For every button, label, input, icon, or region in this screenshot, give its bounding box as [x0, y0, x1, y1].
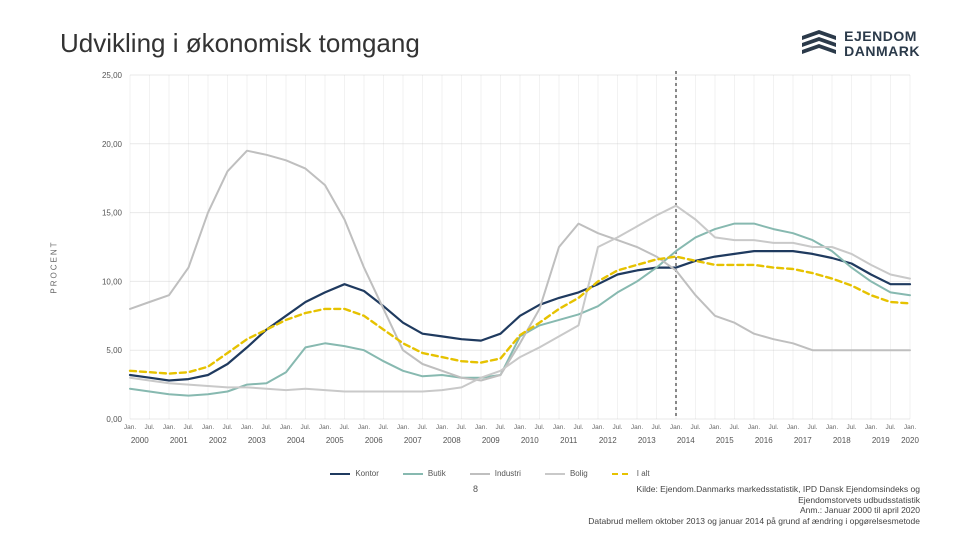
svg-text:2013: 2013 — [638, 436, 656, 445]
svg-text:2009: 2009 — [482, 436, 500, 445]
legend-item: I alt — [612, 469, 650, 478]
svg-text:Jul.: Jul. — [690, 424, 700, 431]
svg-text:Jul.: Jul. — [573, 424, 583, 431]
svg-text:2003: 2003 — [248, 436, 266, 445]
svg-text:Jan.: Jan. — [631, 424, 643, 431]
svg-text:Jan.: Jan. — [748, 424, 760, 431]
svg-text:Jul.: Jul. — [300, 424, 310, 431]
svg-text:Jan.: Jan. — [475, 424, 487, 431]
svg-text:2008: 2008 — [443, 436, 461, 445]
svg-text:Jul.: Jul. — [612, 424, 622, 431]
svg-text:Jul.: Jul. — [534, 424, 544, 431]
svg-text:Jul.: Jul. — [144, 424, 154, 431]
svg-text:Jul.: Jul. — [807, 424, 817, 431]
svg-text:Jul.: Jul. — [378, 424, 388, 431]
y-axis-label: PROCENT — [50, 240, 59, 293]
svg-text:2014: 2014 — [677, 436, 695, 445]
svg-text:Jan.: Jan. — [358, 424, 370, 431]
legend-item: Industri — [470, 469, 521, 478]
legend-item: Bolig — [545, 469, 588, 478]
svg-text:Jul.: Jul. — [651, 424, 661, 431]
svg-text:Jan.: Jan. — [787, 424, 799, 431]
svg-text:Jan.: Jan. — [709, 424, 721, 431]
svg-text:2006: 2006 — [365, 436, 383, 445]
svg-text:Jan.: Jan. — [202, 424, 214, 431]
svg-text:2010: 2010 — [521, 436, 539, 445]
brand-logo: EJENDOM DANMARK — [802, 29, 920, 58]
legend-swatch — [545, 473, 565, 475]
svg-text:Jan.: Jan. — [124, 424, 136, 431]
footer: 8 Kilde: Ejendom.Danmarks markedsstatist… — [60, 484, 920, 527]
svg-text:2001: 2001 — [170, 436, 188, 445]
svg-text:2018: 2018 — [833, 436, 851, 445]
svg-text:Jan.: Jan. — [904, 424, 916, 431]
svg-text:2016: 2016 — [755, 436, 773, 445]
svg-text:Jan.: Jan. — [163, 424, 175, 431]
svg-text:Jul.: Jul. — [222, 424, 232, 431]
logo-text: EJENDOM DANMARK — [844, 29, 920, 58]
svg-text:Jul.: Jul. — [495, 424, 505, 431]
svg-text:5,00: 5,00 — [106, 346, 122, 355]
svg-text:2012: 2012 — [599, 436, 617, 445]
svg-text:Jul.: Jul. — [885, 424, 895, 431]
svg-text:15,00: 15,00 — [102, 209, 123, 218]
svg-text:2000: 2000 — [131, 436, 149, 445]
svg-text:Jan.: Jan. — [553, 424, 565, 431]
svg-text:2015: 2015 — [716, 436, 734, 445]
svg-text:25,00: 25,00 — [102, 71, 123, 80]
svg-text:Jan.: Jan. — [865, 424, 877, 431]
svg-text:Jan.: Jan. — [397, 424, 409, 431]
legend-swatch — [330, 473, 350, 475]
legend-item: Kontor — [330, 469, 379, 478]
legend-label: Industri — [495, 469, 521, 478]
svg-text:2005: 2005 — [326, 436, 344, 445]
svg-text:2007: 2007 — [404, 436, 422, 445]
svg-text:Jan.: Jan. — [436, 424, 448, 431]
slide: Udvikling i økonomisk tomgang EJENDOM DA… — [0, 0, 960, 540]
page-number: 8 — [60, 484, 490, 494]
legend-swatch — [612, 473, 632, 475]
svg-text:Jan.: Jan. — [514, 424, 526, 431]
svg-text:2020: 2020 — [901, 436, 919, 445]
svg-text:Jan.: Jan. — [826, 424, 838, 431]
svg-text:Jul.: Jul. — [768, 424, 778, 431]
legend-swatch — [470, 473, 490, 475]
legend-label: Bolig — [570, 469, 588, 478]
svg-text:Jul.: Jul. — [456, 424, 466, 431]
svg-text:2019: 2019 — [872, 436, 890, 445]
line-chart: 0,00 5,00 10,00 15,00 20,00 25,00 Jan. Jul. Jan… — [60, 67, 920, 467]
svg-text:Jan.: Jan. — [241, 424, 253, 431]
svg-text:2002: 2002 — [209, 436, 227, 445]
header: Udvikling i økonomisk tomgang EJENDOM DA… — [60, 28, 920, 59]
legend: Kontor Butik Industri Bolig I alt — [60, 469, 920, 478]
svg-text:Jul.: Jul. — [261, 424, 271, 431]
svg-text:Jul.: Jul. — [339, 424, 349, 431]
svg-text:Jul.: Jul. — [729, 424, 739, 431]
svg-text:Jul.: Jul. — [846, 424, 856, 431]
legend-label: Butik — [428, 469, 446, 478]
source-note: Kilde: Ejendom.Danmarks markedsstatistik… — [490, 484, 920, 527]
svg-text:Jan.: Jan. — [670, 424, 682, 431]
legend-item: Butik — [403, 469, 446, 478]
svg-text:Jan.: Jan. — [319, 424, 331, 431]
logo-icon — [802, 30, 836, 58]
svg-text:10,00: 10,00 — [102, 277, 123, 286]
legend-swatch — [403, 473, 423, 475]
legend-label: I alt — [637, 469, 650, 478]
page-title: Udvikling i økonomisk tomgang — [60, 28, 420, 59]
svg-text:20,00: 20,00 — [102, 140, 123, 149]
svg-text:2011: 2011 — [560, 436, 578, 445]
chart-container: PROCENT 0,005,0010,0015,0020,0025,00 Jan… — [60, 67, 920, 467]
svg-text:Jan.: Jan. — [280, 424, 292, 431]
legend-label: Kontor — [355, 469, 379, 478]
svg-text:2017: 2017 — [794, 436, 812, 445]
svg-text:2004: 2004 — [287, 436, 305, 445]
svg-text:Jul.: Jul. — [183, 424, 193, 431]
svg-text:Jan.: Jan. — [592, 424, 604, 431]
svg-text:Jul.: Jul. — [417, 424, 427, 431]
svg-text:0,00: 0,00 — [106, 415, 122, 424]
